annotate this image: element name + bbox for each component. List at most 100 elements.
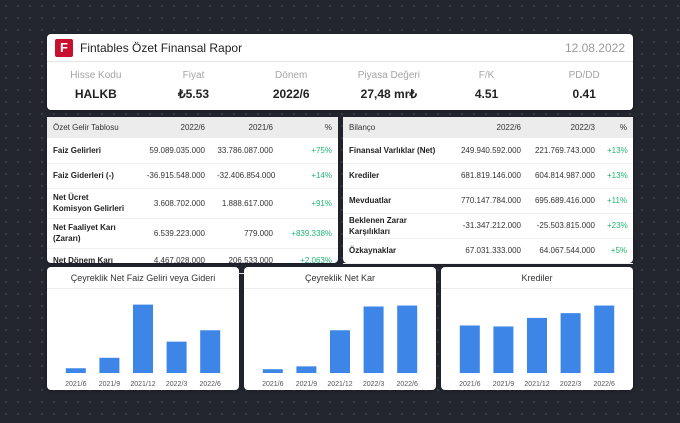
table-header-row: Özet Gelir Tablosu 2022/6 2021/6 % (47, 117, 338, 138)
cell-change: +11% (601, 188, 633, 214)
metric-market-cap: Piyasa Değeri 27,48 mr₺ (340, 68, 438, 106)
x-tick-label: 2021/9 (99, 381, 121, 388)
metric-pe: F/K 4.51 (438, 68, 536, 106)
x-tick-label: 2022/3 (363, 381, 385, 388)
metric-label: Dönem (275, 70, 308, 81)
cell-value: 67.031.333.000 (451, 238, 527, 264)
table-row: Net Faaliyet Karı (Zararı) 6.539.223.000… (47, 218, 338, 249)
net-profit-chart-card: Çeyreklik Net Kar 2021/6 2021/9 2021/12 202… (244, 267, 436, 390)
cell-value: 59.089.035.000 (135, 138, 211, 164)
column-header: 2022/6 (135, 117, 211, 138)
x-tick-label: 2021/9 (296, 381, 318, 388)
bar-2022-6 (397, 305, 418, 373)
cell-change: +839.338% (279, 218, 338, 249)
table-row: Krediler 681.819.146.000 604.814.987.000… (343, 163, 633, 189)
column-header: 2022/6 (451, 117, 527, 138)
bar-2021-6 (262, 369, 283, 373)
x-tick-label: 2021/12 (130, 381, 155, 388)
bar-2021-12 (133, 304, 153, 373)
loans-chart: 2021/6 2021/9 2021/12 2022/3 2022/6 (459, 305, 615, 388)
row-label: Özkaynaklar (343, 238, 451, 264)
table-row: Faiz Giderleri (-) -36.915.548.000 -32.4… (47, 163, 338, 189)
metric-label: F/K (478, 70, 495, 81)
cell-value: 3.608.702.000 (135, 188, 211, 219)
bar-2021-9 (99, 357, 120, 373)
bar-2022-3 (560, 313, 581, 373)
title-bar: F Fintables Özet Finansal Rapor 12.08.20… (47, 34, 633, 62)
chart-title: Çeyreklik Net Faiz Geliri veya Gideri (47, 267, 239, 289)
row-label: Faiz Giderleri (-) (47, 163, 135, 189)
net-interest-income-chart: 2021/6 2021/9 2021/12 2022/3 2022/6 (65, 304, 221, 388)
metric-value: ₺5.53 (178, 87, 209, 101)
column-header: 2021/6 (211, 117, 279, 138)
income-statement-table: Özet Gelir Tablosu 2022/6 2021/6 % Faiz … (47, 117, 338, 274)
column-header: Özet Gelir Tablosu (47, 117, 135, 138)
metric-label: Piyasa Değeri (357, 70, 420, 81)
bar-2021-9 (296, 366, 317, 373)
column-header: 2022/3 (527, 117, 601, 138)
cell-value: -36.915.548.000 (135, 163, 211, 189)
cell-value: 770.147.784.000 (451, 188, 527, 214)
row-label: Beklenen Zarar Karşılıkları (343, 213, 451, 239)
row-label: Faiz Gelirleri (47, 138, 135, 164)
bar-2021-9 (493, 326, 514, 373)
metric-value: 27,48 mr₺ (360, 87, 418, 101)
cell-change: +23% (601, 213, 633, 239)
bar-2022-6 (200, 330, 221, 373)
cell-change: +5% (601, 238, 633, 264)
cell-value: 604.814.987.000 (527, 163, 601, 189)
table-header-row: Bilanço 2022/6 2022/3 % (343, 117, 633, 138)
x-tick-label: 2022/6 (593, 381, 615, 388)
cell-value: -25.503.815.000 (527, 213, 601, 239)
table-row: Mevduatlar 770.147.784.000 695.689.416.0… (343, 188, 633, 214)
bar-2022-3 (166, 341, 187, 373)
row-label: Krediler (343, 163, 451, 189)
x-tick-label: 2021/12 (327, 381, 352, 388)
cell-change: +75% (279, 138, 338, 164)
metric-label: Fiyat (182, 70, 205, 81)
bar-2021-6 (459, 325, 480, 373)
cell-change: +91% (279, 188, 338, 219)
report-title: Fintables Özet Finansal Rapor (80, 41, 243, 55)
x-tick-label: 2021/6 (262, 381, 284, 388)
cell-value: 695.689.416.000 (527, 188, 601, 214)
chart-title: Krediler (441, 267, 633, 289)
cell-value: 249.940.592.000 (451, 138, 527, 164)
row-label: Net Faaliyet Karı (Zararı) (47, 218, 135, 249)
x-tick-label: 2021/9 (493, 381, 515, 388)
row-label: Finansal Varlıklar (Net) (343, 138, 451, 164)
column-header: % (601, 117, 633, 138)
metric-value: 0.41 (572, 87, 596, 101)
table-row: Net Ücret Komisyon Gelirleri 3.608.702.0… (47, 188, 338, 219)
metric-ticker: Hisse Kodu HALKB (47, 68, 145, 106)
key-metrics: Hisse Kodu HALKB Fiyat ₺5.53 Dönem 2022/… (47, 68, 633, 106)
balance-sheet-table: Bilanço 2022/6 2022/3 % Finansal Varlıkl… (343, 117, 633, 264)
chart-title: Çeyreklik Net Kar (244, 267, 436, 289)
row-label: Net Ücret Komisyon Gelirleri (47, 188, 135, 219)
fintables-logo-icon: F (55, 39, 73, 57)
bar-2021-12 (527, 317, 547, 373)
x-tick-label: 2021/12 (524, 381, 549, 388)
x-tick-label: 2022/3 (166, 381, 188, 388)
bar-2022-6 (594, 305, 615, 373)
cell-value: 221.769.743.000 (527, 138, 601, 164)
column-header: % (279, 117, 338, 138)
column-header: Bilanço (343, 117, 451, 138)
income-statement-card: Özet Gelir Tablosu 2022/6 2021/6 % Faiz … (47, 117, 338, 274)
table-row: Faiz Gelirleri 59.089.035.000 33.786.087… (47, 138, 338, 164)
bar-2021-12 (330, 330, 350, 373)
cell-value: 779.000 (211, 218, 279, 249)
cell-value: 64.067.544.000 (527, 238, 601, 264)
cell-value: 6.539.223.000 (135, 218, 211, 249)
cell-change: +13% (601, 138, 633, 164)
x-tick-label: 2021/6 (459, 381, 481, 388)
cell-value: -31.347.212.000 (451, 213, 527, 239)
bar-2021-6 (65, 368, 86, 373)
table-row: Finansal Varlıklar (Net) 249.940.592.000… (343, 138, 633, 164)
metric-pb: PD/DD 0.41 (535, 68, 633, 106)
metric-value: 2022/6 (272, 87, 310, 101)
cell-change: +14% (279, 163, 338, 189)
metric-value: HALKB (74, 87, 117, 101)
loans-chart-card: Krediler 2021/6 2021/9 2021/12 2022/3 2022/6 (441, 267, 633, 390)
x-tick-label: 2022/6 (199, 381, 221, 388)
